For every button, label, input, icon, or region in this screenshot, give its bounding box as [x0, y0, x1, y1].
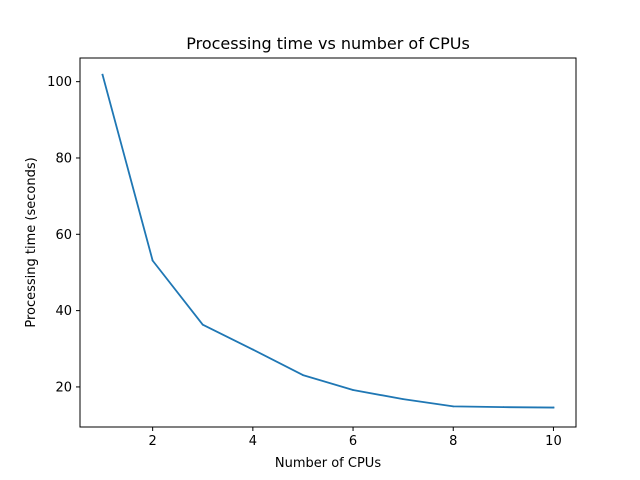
- data-point: [502, 406, 505, 409]
- plot-area: [80, 58, 576, 427]
- x-tick-label: 10: [545, 434, 562, 449]
- y-tick-label: 60: [55, 228, 72, 243]
- chart-title: Processing time vs number of CPUs: [186, 34, 470, 53]
- data-point: [302, 374, 304, 377]
- data-point: [402, 398, 405, 401]
- data-point: [101, 73, 104, 76]
- plot-frame: [79, 57, 577, 428]
- ticks-layer: 2 4 6 8 10 20 40 60 80 100: [47, 75, 562, 449]
- data-point: [452, 405, 455, 408]
- y-tick-label: 100: [47, 75, 72, 90]
- x-tick-label: 6: [349, 434, 357, 449]
- y-tick-label: 80: [55, 151, 72, 166]
- data-point: [352, 389, 354, 391]
- y-tick-label: 40: [55, 304, 72, 319]
- x-tick-label: 4: [249, 434, 257, 449]
- x-tick-label: 8: [449, 434, 457, 449]
- y-tick-label: 20: [55, 380, 72, 395]
- data-point: [151, 259, 154, 262]
- data-point: [201, 323, 204, 326]
- data-point: [251, 348, 254, 351]
- data-point: [552, 406, 555, 409]
- series-layer: [101, 73, 555, 409]
- x-axis-label: Number of CPUs: [275, 456, 381, 471]
- series-line: [101, 73, 555, 409]
- x-tick-label: 2: [149, 434, 157, 449]
- y-axis-label: Processing time (seconds): [24, 157, 39, 327]
